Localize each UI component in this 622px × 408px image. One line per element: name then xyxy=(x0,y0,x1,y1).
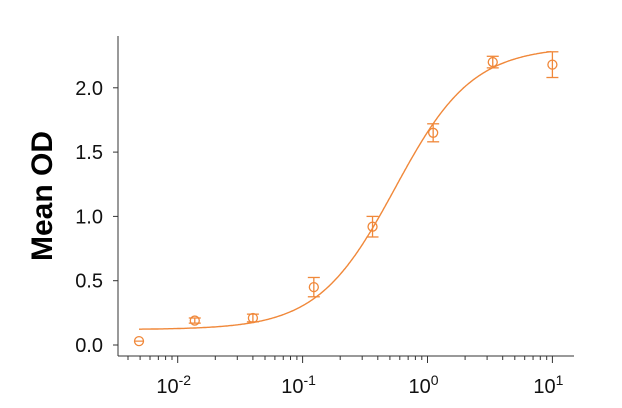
y-tick-label: 2.0 xyxy=(75,78,103,100)
y-tick-label: 1.5 xyxy=(75,142,103,164)
data-point xyxy=(133,335,145,347)
x-tick-exponent: -2 xyxy=(179,372,192,388)
data-marker xyxy=(308,281,319,293)
x-tick-label: 100 xyxy=(408,372,438,398)
data-marker xyxy=(189,315,200,326)
y-tick-label: 0.5 xyxy=(75,271,103,293)
y-tick-label: 0.0 xyxy=(75,335,103,357)
x-tick-label: 10-2 xyxy=(156,372,191,398)
data-marker xyxy=(133,335,145,347)
y-tick-label: 1.0 xyxy=(75,206,103,228)
data-marker xyxy=(487,56,498,68)
data-marker xyxy=(428,127,439,138)
data-marker xyxy=(247,312,259,324)
x-tick-exponent: -1 xyxy=(303,372,316,388)
data-point xyxy=(246,312,259,324)
data-marker xyxy=(367,221,378,232)
data-marker xyxy=(547,59,558,70)
data-point xyxy=(188,315,201,326)
x-tick-label: 101 xyxy=(533,372,563,398)
x-tick-label: 10-1 xyxy=(281,372,316,398)
data-point xyxy=(366,215,379,238)
y-axis-label: Mean OD xyxy=(26,131,59,261)
data-point xyxy=(307,276,320,298)
x-tick-exponent: 0 xyxy=(431,372,439,388)
x-tick-exponent: 1 xyxy=(556,372,564,388)
data-point xyxy=(427,123,440,143)
fit-curve xyxy=(139,50,552,330)
data-point xyxy=(486,55,499,69)
data-point xyxy=(546,51,559,79)
